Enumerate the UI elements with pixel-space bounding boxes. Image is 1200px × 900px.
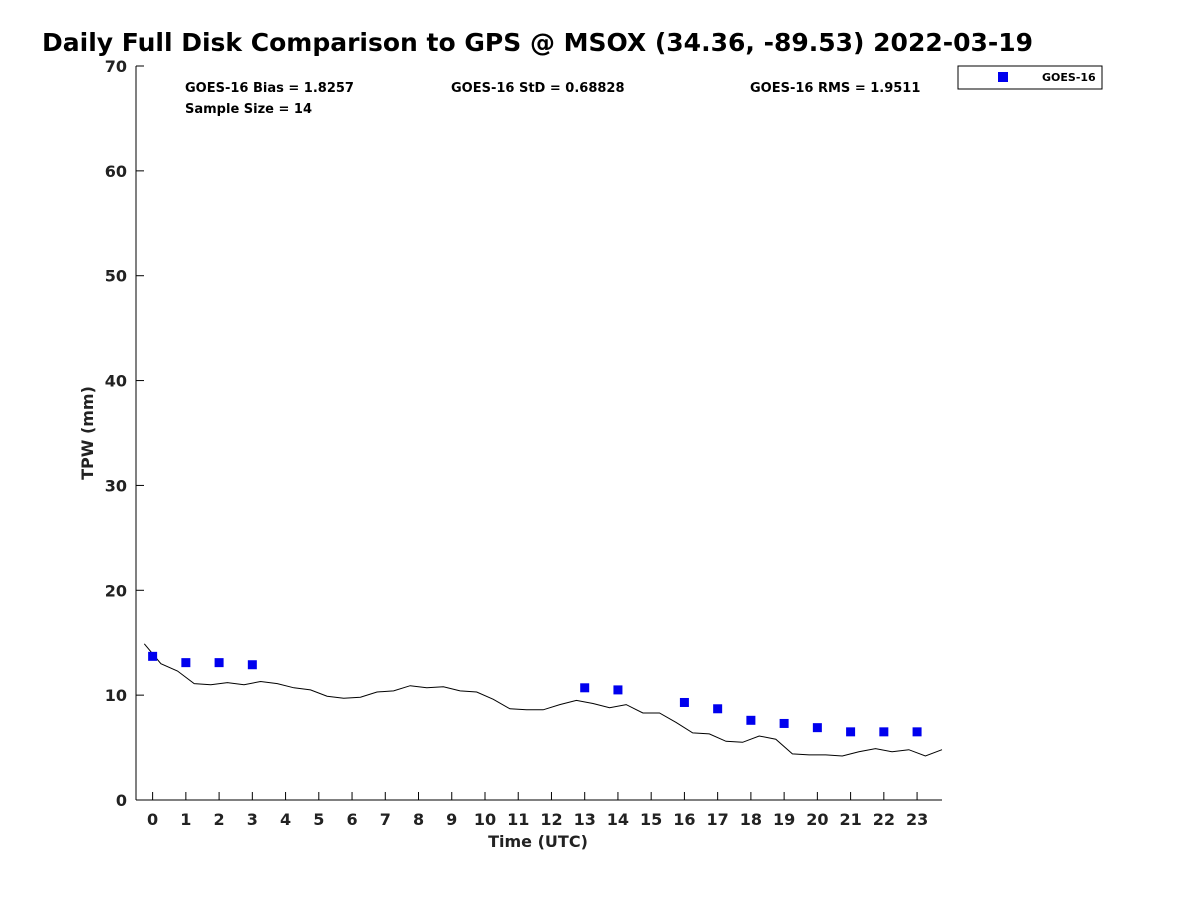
x-tick-label: 16 xyxy=(673,810,695,829)
gps-line-layer xyxy=(143,643,943,757)
y-axis-label: TPW (mm) xyxy=(78,386,97,480)
goes-16-marker xyxy=(746,715,756,725)
legend-box xyxy=(957,65,1103,90)
goes-16-marker xyxy=(812,723,822,733)
chart-title: Daily Full Disk Comparison to GPS @ MSOX… xyxy=(42,28,1034,57)
x-tick-label: 15 xyxy=(640,810,662,829)
y-tick-label: 20 xyxy=(105,581,127,600)
y-tick-label: 30 xyxy=(105,476,127,495)
x-tick-label: 23 xyxy=(906,810,928,829)
x-tick-label: 14 xyxy=(607,810,629,829)
x-tick-label: 1 xyxy=(180,810,191,829)
x-tick-label: 12 xyxy=(540,810,562,829)
x-tick-label: 5 xyxy=(313,810,324,829)
x-tick-label: 13 xyxy=(574,810,596,829)
goes-16-marker xyxy=(181,658,191,668)
std-stat: GOES-16 StD = 0.68828 xyxy=(451,81,625,96)
x-tick-label: 0 xyxy=(147,810,158,829)
bias-stat: GOES-16 Bias = 1.8257 xyxy=(185,81,354,96)
x-tick-label: 6 xyxy=(346,810,357,829)
x-tick-label: 19 xyxy=(773,810,795,829)
x-tick-label: 10 xyxy=(474,810,496,829)
y-tick-label: 50 xyxy=(105,267,127,286)
y-tick-label: 60 xyxy=(105,162,127,181)
x-tick-label: 18 xyxy=(740,810,762,829)
x-tick-label: 11 xyxy=(507,810,529,829)
legend-marker-icon xyxy=(998,72,1008,82)
x-tick-label: 17 xyxy=(707,810,729,829)
y-tick-label: 10 xyxy=(105,686,127,705)
x-tick-label: 3 xyxy=(247,810,258,829)
goes-16-marker xyxy=(679,697,689,707)
goes-16-marker xyxy=(613,685,623,695)
x-tick-label: 8 xyxy=(413,810,424,829)
goes-16-marker xyxy=(779,718,789,728)
x-tick-label: 21 xyxy=(839,810,861,829)
rms-stat: GOES-16 RMS = 1.9511 xyxy=(750,81,920,96)
x-tick-label: 9 xyxy=(446,810,457,829)
goes-16-marker xyxy=(247,660,257,670)
goes-16-marker xyxy=(214,658,224,668)
legend: GOES-16 xyxy=(957,65,1103,90)
goes-16-marker xyxy=(148,651,158,661)
goes-16-marker xyxy=(879,727,889,737)
x-tick-label: 22 xyxy=(873,810,895,829)
sample-size-stat: Sample Size = 14 xyxy=(185,102,312,117)
gps-tpw-line xyxy=(143,643,943,757)
legend-label: GOES-16 xyxy=(1042,71,1096,84)
y-tick-label: 70 xyxy=(105,57,127,76)
goes-marker-layer xyxy=(148,651,922,737)
x-axis-label: Time (UTC) xyxy=(488,832,588,851)
x-tick-label: 7 xyxy=(380,810,391,829)
y-tick-label: 40 xyxy=(105,372,127,391)
goes-16-marker xyxy=(846,727,856,737)
goes-16-marker xyxy=(912,727,922,737)
y-tick-label: 0 xyxy=(116,791,127,810)
goes-16-marker xyxy=(713,704,723,714)
axes xyxy=(135,66,942,801)
x-tick-label: 2 xyxy=(214,810,225,829)
goes-16-marker xyxy=(580,683,590,693)
x-tick-label: 20 xyxy=(806,810,828,829)
x-tick-label: 4 xyxy=(280,810,291,829)
